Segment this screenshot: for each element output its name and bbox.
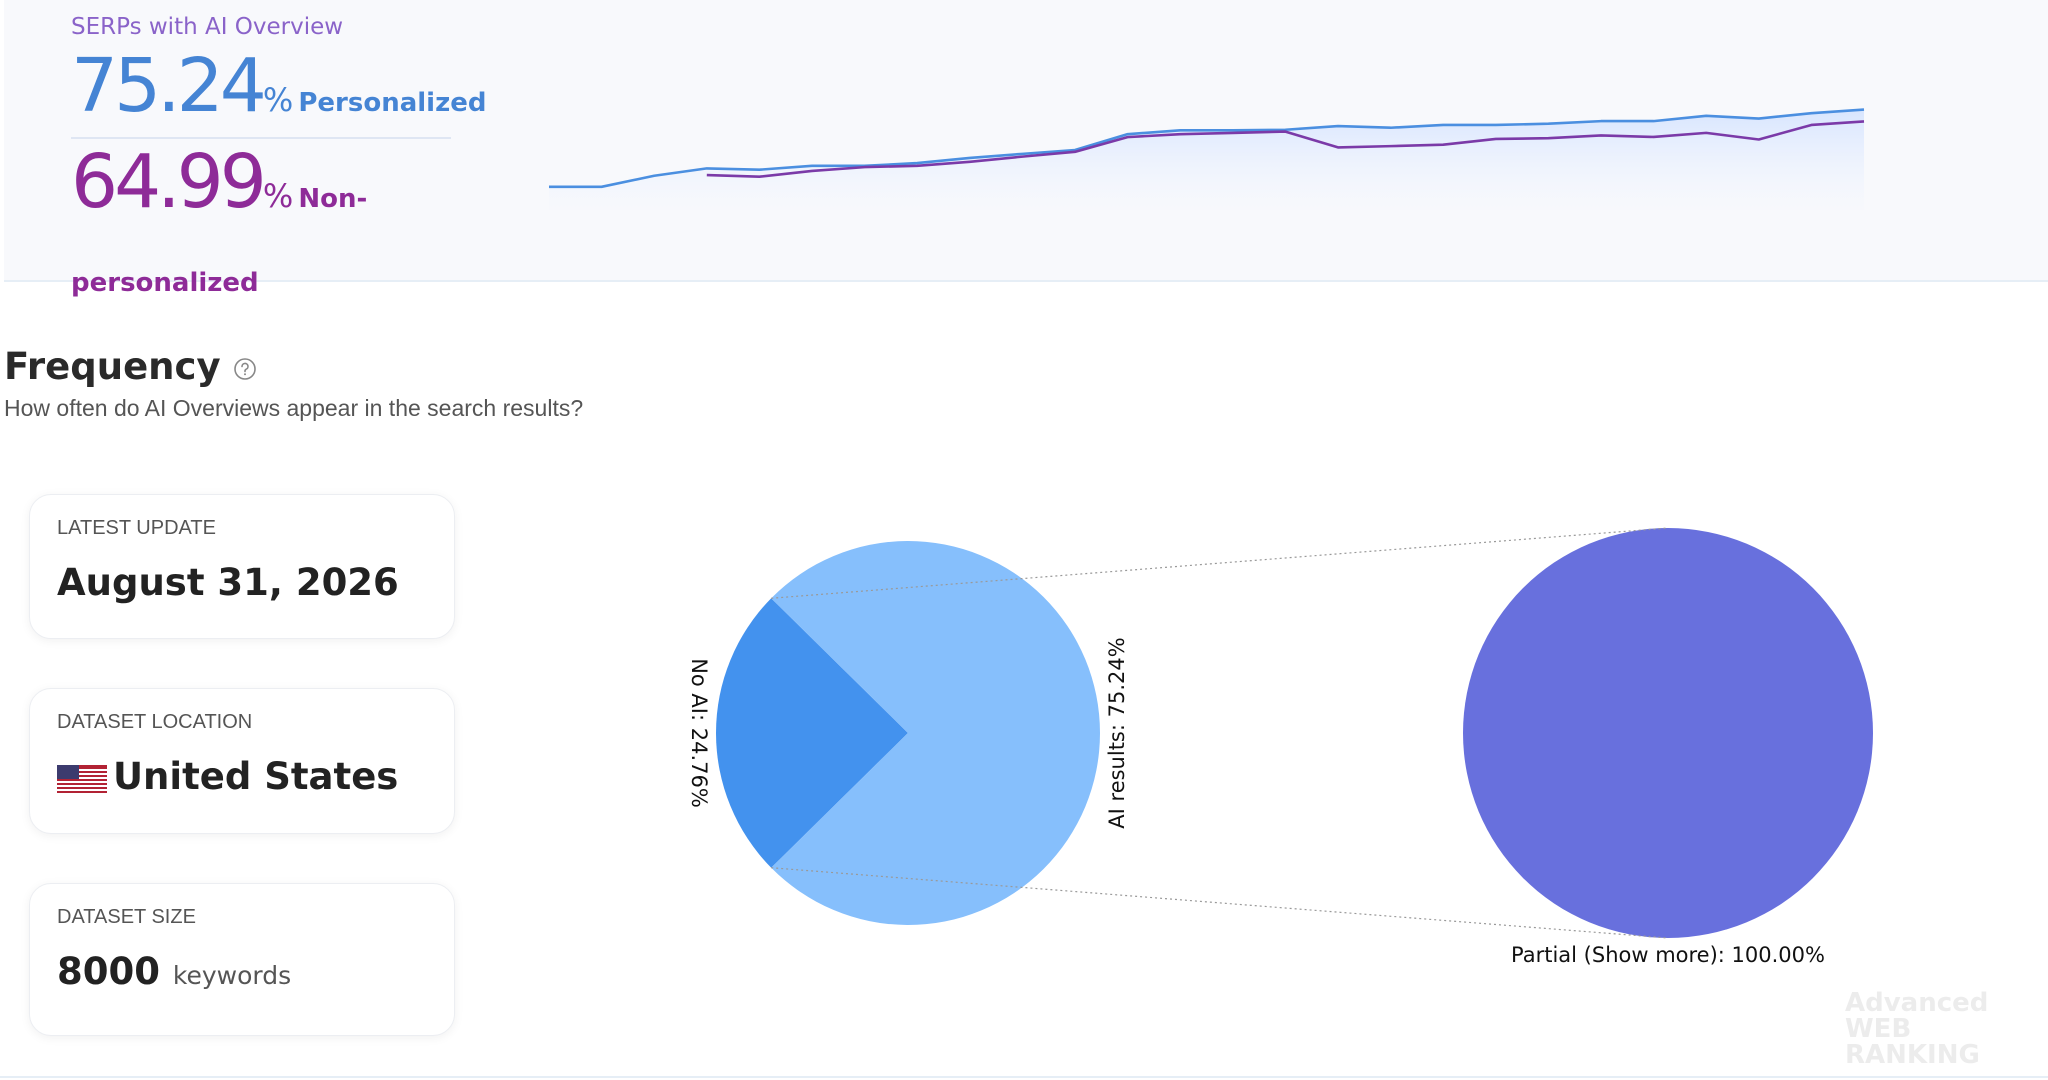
non-personalized-value: 64.99	[71, 139, 267, 225]
card-unit: keywords	[172, 961, 292, 990]
slice-label: Partial (Show more): 100.00%	[1511, 943, 1825, 967]
line	[549, 108, 1865, 189]
pie-slice	[715, 598, 908, 868]
non-personalized-stat: 64.99% Non-personalized	[71, 140, 401, 328]
watermark-line: WEB RANKING	[1845, 1014, 1980, 1070]
summary-title: SERPs with AI Overview	[71, 14, 344, 40]
card-label: DATASET LOCATION	[57, 711, 253, 733]
area	[549, 109, 1864, 210]
card-value-text: United States	[113, 755, 399, 798]
info-card: DATASET SIZE 8000 keywords	[29, 883, 455, 1036]
non-personalized-label: Non-personalized	[71, 184, 368, 298]
watermark-line: Advanced	[1845, 988, 1989, 1018]
personalized-unit: %	[262, 81, 294, 119]
personalized-label: Personalized	[298, 88, 487, 118]
slice-label: AI results: 75.24%	[1105, 637, 1129, 828]
section-title-text: Frequency	[4, 345, 221, 388]
watermark: Advanced WEB RANKING	[1845, 990, 2048, 1068]
personalized-stat: 75.24% Personalized	[71, 44, 486, 128]
card-value-number: 8000	[57, 950, 160, 993]
card-value: August 31, 2026	[57, 561, 399, 604]
pie-slice	[1463, 528, 1873, 938]
card-value: United States	[57, 755, 398, 798]
personalized-value: 75.24	[71, 43, 267, 129]
pie-slice	[771, 541, 1100, 926]
card-label: DATASET SIZE	[57, 906, 196, 928]
info-card: DATASET LOCATION United States	[29, 688, 455, 834]
card-value: 8000 keywords	[57, 950, 291, 993]
bottom-border	[0, 1076, 2048, 1078]
us-flag	[57, 764, 107, 793]
line	[706, 120, 1865, 178]
non-personalized-unit: %	[262, 177, 294, 215]
section-subtitle: How often do AI Overviews appear in the …	[4, 395, 584, 421]
divider	[71, 137, 451, 139]
help-icon[interactable]	[233, 357, 257, 381]
slice-label: No AI: 24.76%	[687, 658, 711, 808]
section-title: Frequency	[4, 345, 257, 388]
info-card: LATEST UPDATE August 31, 2026	[29, 494, 455, 639]
card-label: LATEST UPDATE	[57, 517, 216, 539]
